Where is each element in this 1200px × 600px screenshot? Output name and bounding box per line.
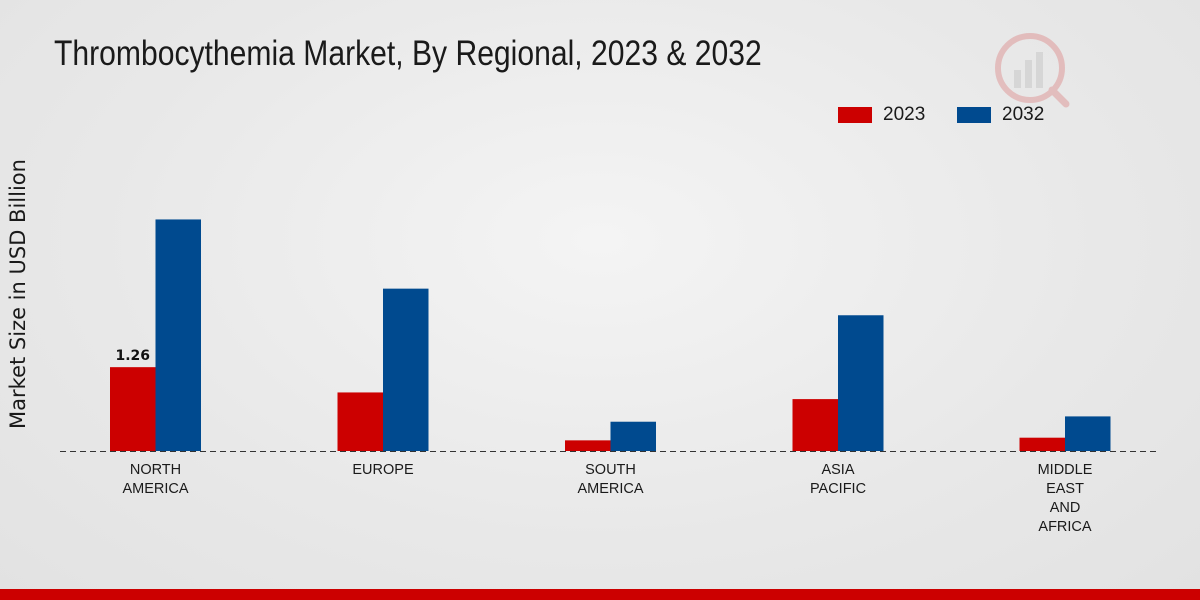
bar-2023-0 — [110, 367, 156, 451]
bar-2032-3 — [838, 315, 884, 451]
bar-2023-2 — [565, 440, 611, 451]
bar-2032-0 — [155, 219, 201, 451]
x-tick-label-3: ASIA PACIFIC — [810, 462, 866, 497]
bar-2023-4 — [1019, 437, 1065, 451]
chart-title: Thrombocythemia Market, By Regional, 202… — [54, 34, 762, 73]
data-labels: 1.26 — [115, 348, 150, 364]
data-label-0-0: 1.26 — [115, 348, 150, 364]
bar-2032-1 — [383, 288, 429, 451]
legend-label-2032: 2032 — [1002, 104, 1045, 125]
x-tick-label-0: NORTH AMERICA — [122, 462, 188, 497]
x-tick-label-1: EUROPE — [352, 462, 414, 478]
legend-swatch-2032 — [957, 107, 991, 123]
x-tick-label-4: MIDDLE EAST AND AFRICA — [1038, 462, 1093, 535]
legend-item-2023: 2023 — [838, 104, 925, 126]
footer-bar — [0, 589, 1200, 600]
legend-swatch-2023 — [838, 107, 872, 123]
bar-2023-3 — [792, 399, 838, 451]
bar-2032-4 — [1065, 416, 1111, 451]
bar-2032-2 — [610, 421, 656, 451]
bars-group — [110, 219, 1111, 451]
brand-logo-icon — [995, 33, 1070, 108]
x-tick-label-2: SOUTH AMERICA — [577, 462, 643, 497]
legend-item-2032: 2032 — [957, 104, 1044, 126]
bar-2023-1 — [337, 392, 383, 451]
legend-label-2023: 2023 — [883, 104, 926, 125]
x-tick-labels: NORTH AMERICA EUROPE SOUTH AMERICA ASIA PACIFI… — [122, 462, 1092, 535]
